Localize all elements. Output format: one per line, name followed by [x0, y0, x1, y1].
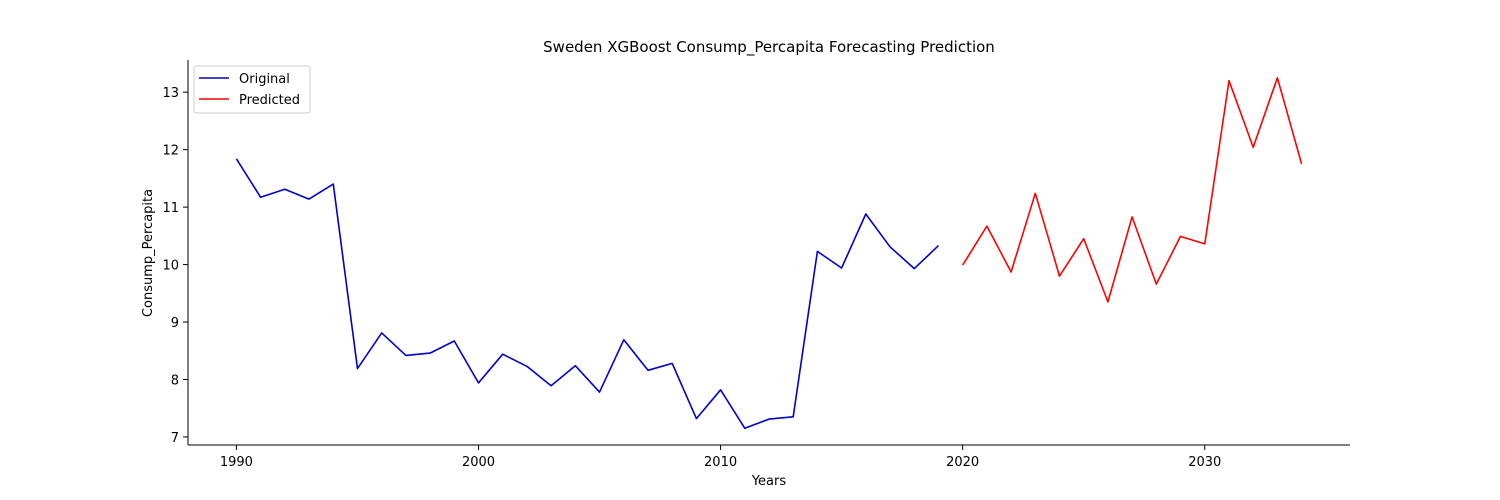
series-line-predicted: [962, 77, 1303, 303]
y-tick-label: 9: [171, 316, 179, 331]
y-tick-label: 13: [162, 86, 179, 101]
x-tick-label: 2010: [704, 455, 737, 470]
legend: Original Predicted: [193, 65, 311, 114]
chart-title: Sweden XGBoost Consump_Percapita Forecas…: [543, 38, 995, 57]
y-tick-label: 10: [162, 259, 179, 274]
x-tick-label: 1990: [220, 455, 253, 470]
x-tick-label: 2030: [1188, 455, 1221, 470]
y-axis-title: Consump_Percapita: [141, 189, 156, 317]
x-tick-label: 2020: [946, 455, 979, 470]
axes-layer: 1990 2000 2010 2020 2030 7 8 9 10 11 12 13: [162, 60, 1350, 470]
y-tick-label: 12: [162, 144, 179, 159]
y-tick-label: 8: [171, 373, 179, 388]
y-tick-label: 11: [162, 201, 179, 216]
series-layer: [235, 77, 1303, 430]
x-axis-title: Years: [751, 474, 787, 489]
x-tick-label: 2000: [462, 455, 495, 470]
legend-label-original: Original: [239, 72, 290, 87]
y-tick-label: 7: [171, 431, 179, 446]
legend-label-predicted: Predicted: [239, 93, 300, 108]
series-line-original: [235, 158, 940, 430]
